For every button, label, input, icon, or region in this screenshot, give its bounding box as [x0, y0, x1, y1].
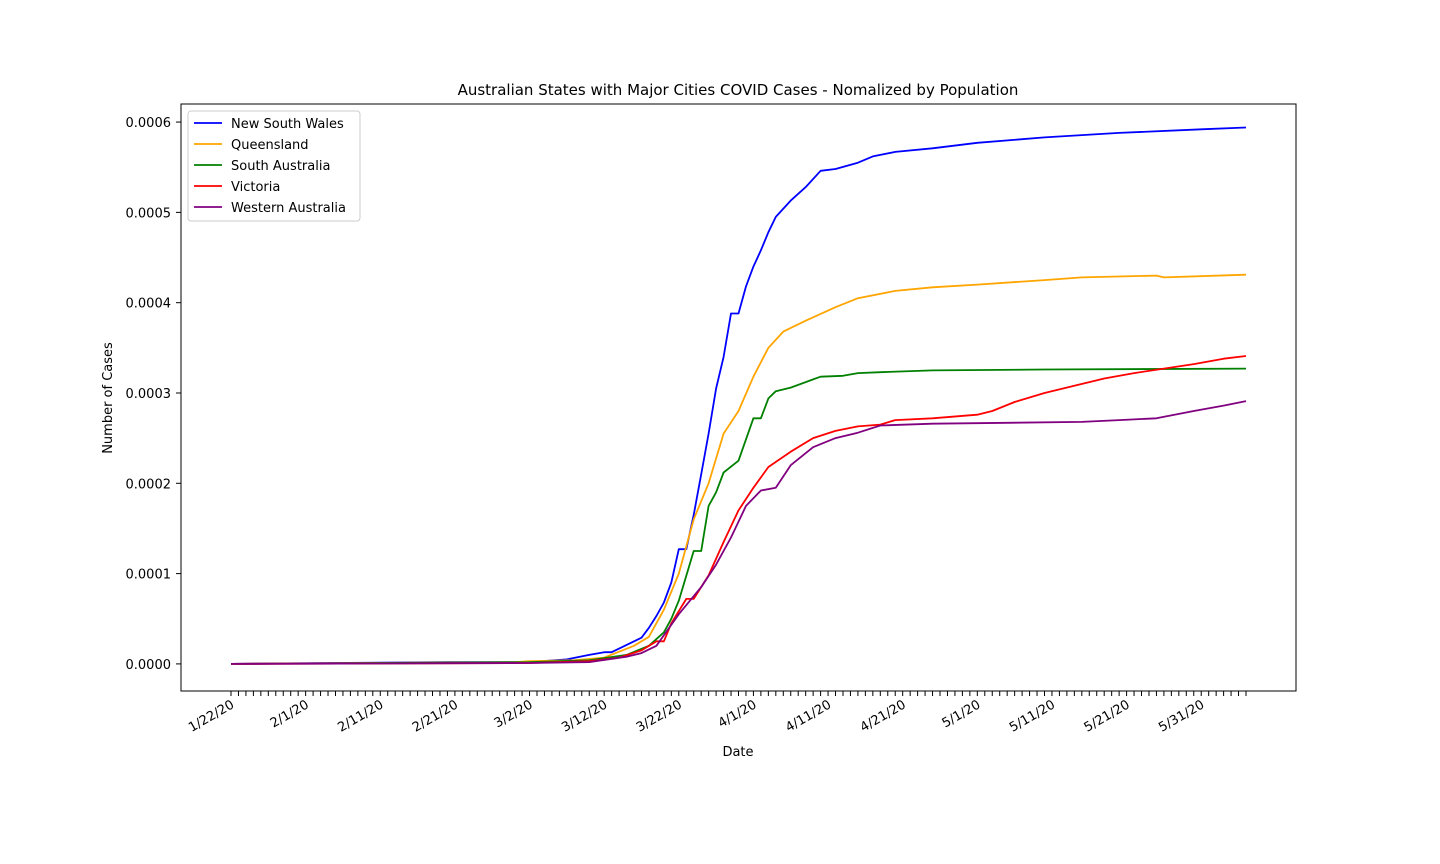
legend-label: South Australia — [231, 159, 330, 174]
series-line — [230, 400, 1247, 665]
legend-label: New South Wales — [231, 117, 344, 132]
x-tick-label: 3/22/20 — [634, 697, 685, 735]
x-tick-label: 2/1/20 — [268, 697, 312, 731]
x-tick-label: 2/21/20 — [410, 697, 461, 735]
x-axis-tick-labels: 1/22/20 2/1/20 2/11/20 2/21/20 3/2/20 3/12/20… — [186, 697, 1207, 735]
y-tick-label: 0.0001 — [126, 568, 172, 583]
series-line — [230, 367, 1247, 665]
y-tick-label: 0.0004 — [126, 297, 172, 312]
y-tick-label: 0.0002 — [126, 477, 172, 492]
y-tick-label: 0.0005 — [126, 206, 172, 221]
series-line — [230, 126, 1247, 665]
series-lines — [230, 126, 1247, 665]
y-tick-label: 0.0000 — [126, 658, 172, 673]
x-tick-label: 5/31/20 — [1156, 697, 1207, 735]
plot-frame — [180, 103, 1297, 692]
x-tick-label: 5/21/20 — [1082, 697, 1133, 735]
series-line — [230, 355, 1247, 665]
legend: New South Wales Queensland South Australia… — [187, 110, 361, 222]
x-axis-label: Date — [722, 745, 753, 760]
x-tick-label: 1/22/20 — [186, 697, 237, 735]
x-tick-label: 4/1/20 — [716, 697, 760, 731]
x-tick-label: 4/21/20 — [858, 697, 909, 735]
series-line — [230, 273, 1247, 665]
chart-title: Australian States with Major Cities COVI… — [458, 81, 1019, 99]
legend-box — [187, 110, 361, 222]
x-tick-label: 4/11/20 — [783, 697, 834, 735]
y-tick-label: 0.0006 — [126, 116, 172, 131]
y-axis-label: Number of Cases — [101, 342, 116, 454]
y-axis-ticks: 0.0000 0.0001 0.0002 0.0003 0.0004 0.0005 0.00… — [126, 116, 181, 673]
y-tick-label: 0.0003 — [126, 387, 172, 402]
legend-label: Victoria — [231, 180, 280, 195]
x-tick-label: 2/11/20 — [335, 697, 386, 735]
x-tick-label: 3/12/20 — [559, 697, 610, 735]
x-tick-label: 3/2/20 — [492, 697, 536, 731]
legend-label: Western Australia — [231, 201, 346, 216]
x-tick-label: 5/1/20 — [940, 697, 984, 731]
legend-label: Queensland — [231, 138, 309, 153]
x-tick-label: 5/11/20 — [1007, 697, 1058, 735]
x-axis-ticks — [230, 691, 1247, 696]
